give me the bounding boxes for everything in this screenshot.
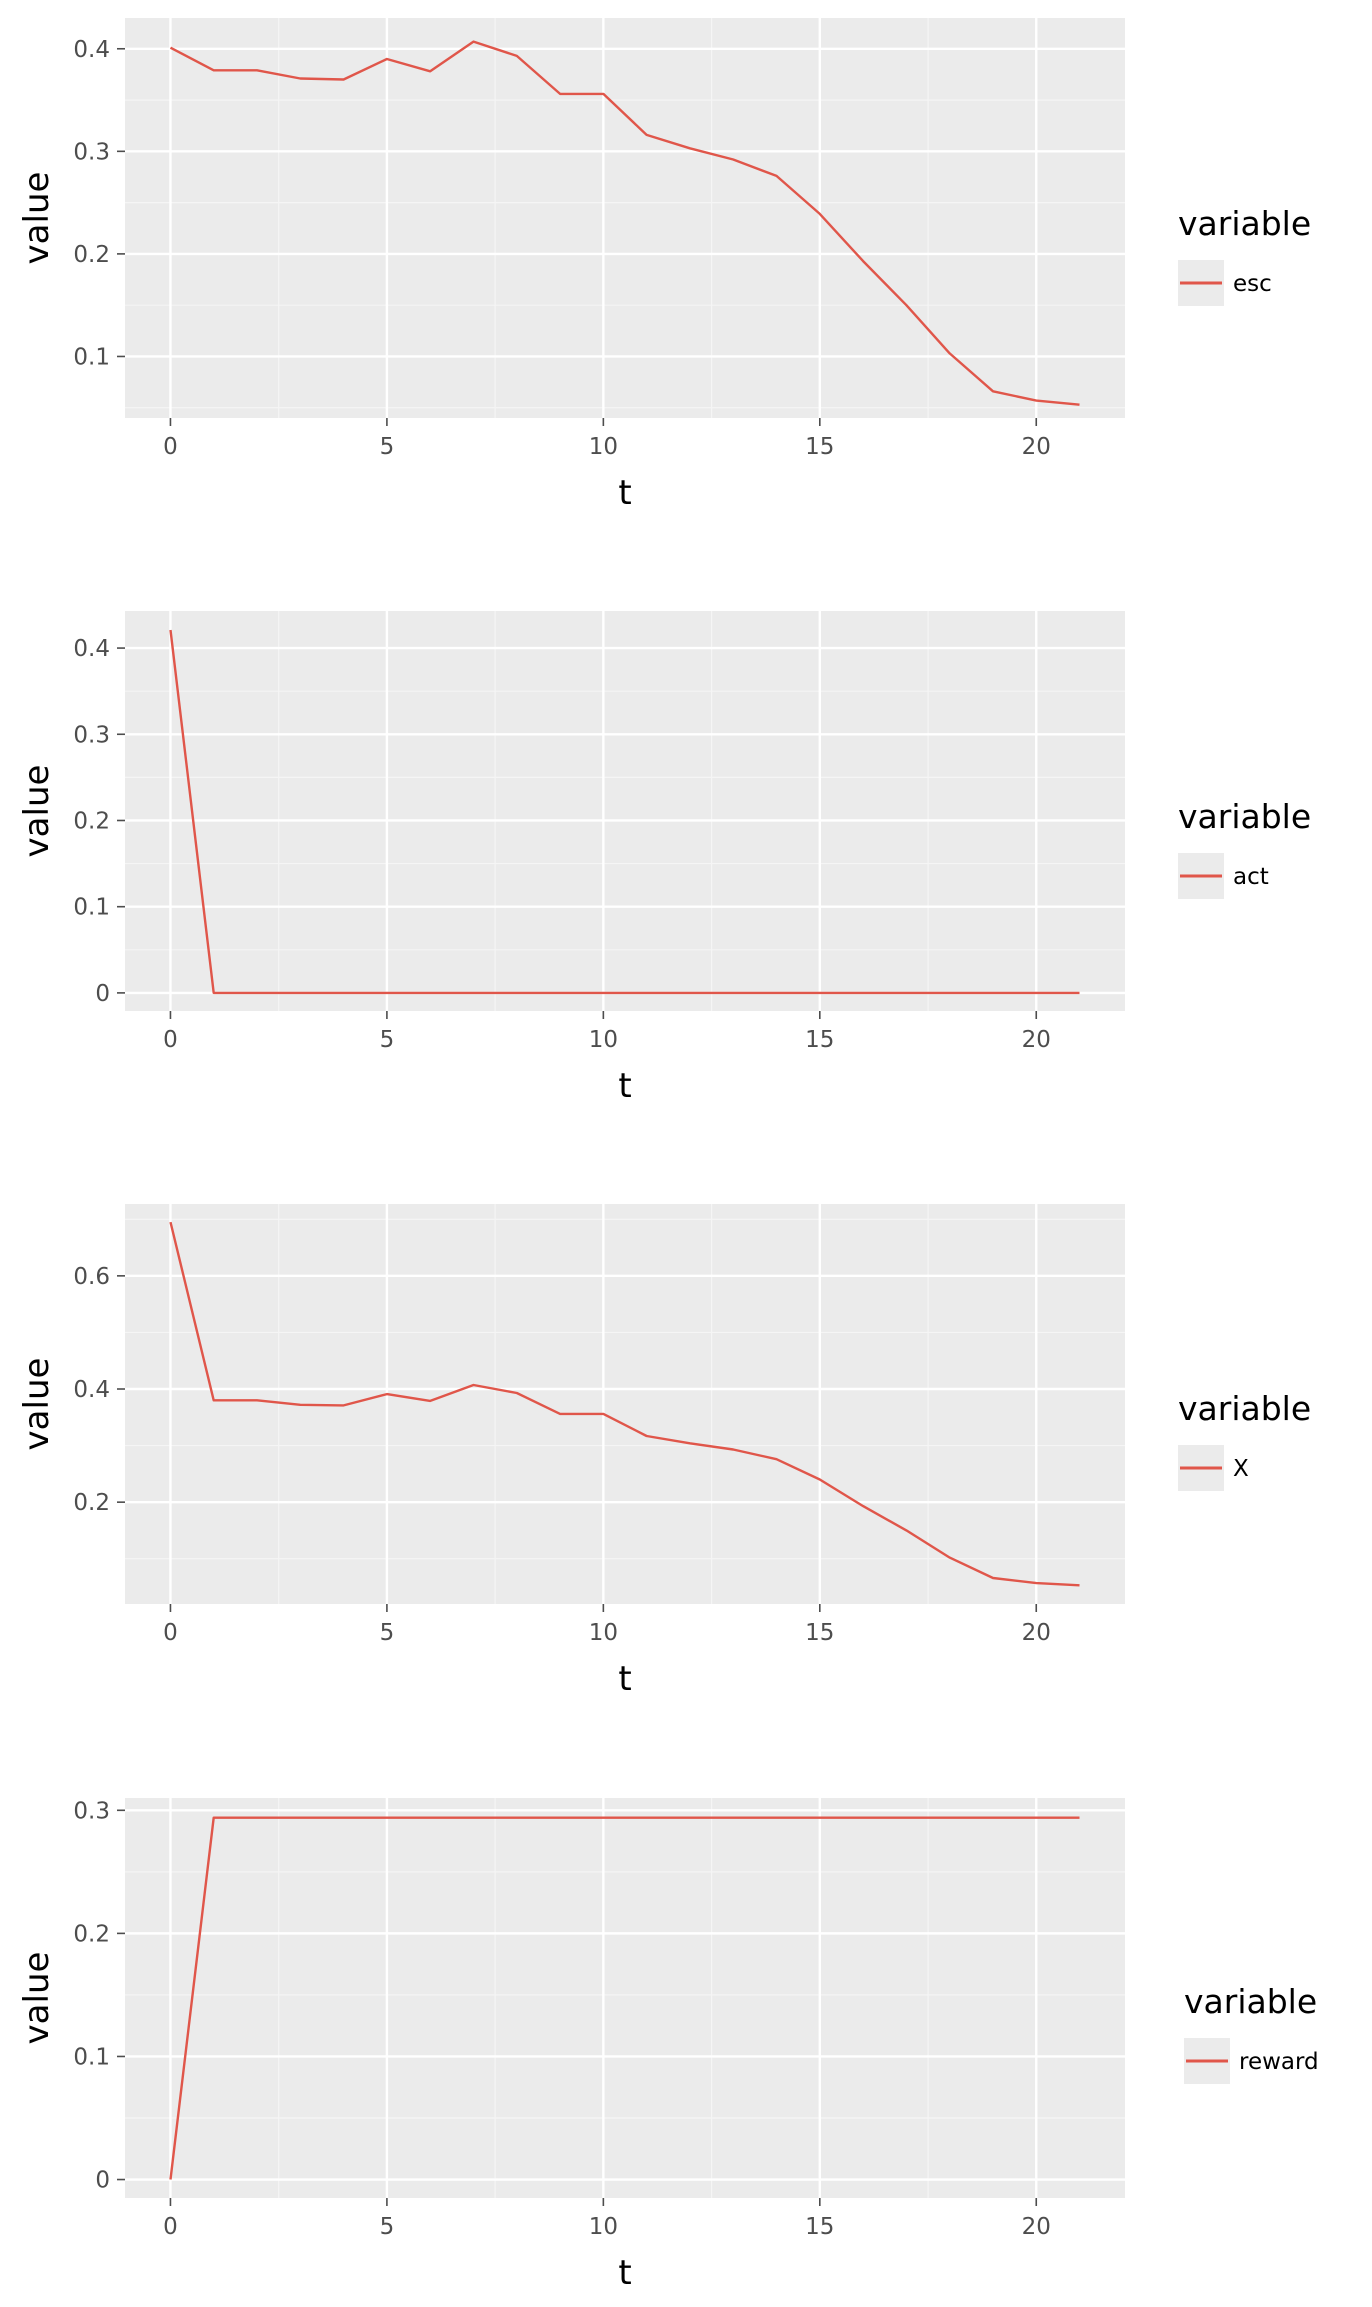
x-tick-label: 20 [1022, 2214, 1051, 2240]
y-axis-title: value [17, 765, 57, 858]
y-axis-title: value [17, 1952, 57, 2045]
x-axis-title: t [618, 2253, 631, 2293]
plot-background [125, 611, 1125, 1011]
x-tick-label: 5 [380, 1620, 395, 1646]
legend-label-reward: reward [1239, 2049, 1319, 2075]
y-tick-label: 0 [95, 981, 110, 1007]
x-tick-label: 0 [163, 1620, 178, 1646]
x-tick-label: 15 [805, 2214, 834, 2240]
legend-label-X: X [1233, 1456, 1249, 1482]
y-tick-label: 0.3 [73, 722, 110, 748]
legend-title: variable [1178, 1389, 1311, 1428]
y-axis-title: value [17, 172, 57, 265]
y-tick-label: 0.1 [73, 344, 110, 370]
y-tick-label: 0.2 [73, 1490, 110, 1516]
x-tick-label: 15 [805, 434, 834, 460]
legend: variable act [1178, 797, 1311, 899]
y-tick-label: 0.4 [73, 636, 110, 662]
legend-label-esc: esc [1233, 271, 1272, 297]
x-tick-label: 15 [805, 1620, 834, 1646]
y-tick-label: 0.3 [73, 139, 110, 165]
x-tick-label: 20 [1022, 1620, 1051, 1646]
series-line-act [169, 629, 1080, 995]
x-tick-label: 15 [805, 1027, 834, 1053]
legend-label-act: act [1233, 864, 1269, 890]
y-axis-title: value [17, 1358, 57, 1451]
series-line-esc [169, 40, 1080, 406]
x-tick-label: 0 [163, 2214, 178, 2240]
y-tick-label: 0.4 [73, 37, 110, 63]
x-tick-label: 10 [589, 1620, 618, 1646]
x-tick-label: 0 [163, 1027, 178, 1053]
legend: variable X [1178, 1389, 1311, 1491]
chart-panel-3: 0 5 10 15 20 0.2 0.4 0.6 t value variable X [17, 1204, 1311, 1699]
chart-panel-4: 0 5 10 15 20 0 0.1 0.2 0.3 t value variable reward [17, 1798, 1319, 2293]
y-tick-label: 0.3 [73, 1798, 110, 1824]
x-tick-label: 20 [1022, 434, 1051, 460]
legend-title: variable [1178, 204, 1311, 243]
x-tick-label: 10 [589, 1027, 618, 1053]
x-tick-label: 10 [589, 2214, 618, 2240]
legend-title: variable [1184, 1982, 1317, 2021]
x-tick-label: 20 [1022, 1027, 1051, 1053]
chart-panel-2: 0 5 10 15 20 0 0.1 0.2 0.3 0.4 t value variable act [17, 611, 1311, 1106]
x-tick-label: 0 [163, 434, 178, 460]
y-tick-label: 0.2 [73, 808, 110, 834]
x-axis-title: t [618, 473, 631, 513]
legend-title: variable [1178, 797, 1311, 836]
y-tick-label: 0.2 [73, 242, 110, 268]
x-tick-label: 5 [380, 2214, 395, 2240]
y-tick-label: 0.4 [73, 1377, 110, 1403]
x-tick-label: 5 [380, 434, 395, 460]
x-axis-title: t [618, 1659, 631, 1699]
y-tick-label: 0.1 [73, 895, 110, 921]
series-line-reward [169, 1816, 1080, 2180]
plot-background [125, 1798, 1125, 2198]
y-tick-label: 0.2 [73, 1921, 110, 1947]
y-tick-label: 0.6 [73, 1264, 110, 1290]
chart-panel-1: 0 5 10 15 20 0.1 0.2 0.3 0.4 t value variable esc [17, 18, 1311, 513]
plot-background [125, 18, 1125, 418]
x-tick-label: 10 [589, 434, 618, 460]
x-axis-title: t [618, 1066, 631, 1106]
y-tick-label: 0 [95, 2168, 110, 2194]
series-line-X [169, 1221, 1080, 1587]
y-tick-label: 0.1 [73, 2044, 110, 2070]
legend: variable esc [1178, 204, 1311, 306]
plot-background [125, 1204, 1125, 1604]
x-tick-label: 5 [380, 1027, 395, 1053]
legend: variable reward [1184, 1982, 1319, 2084]
